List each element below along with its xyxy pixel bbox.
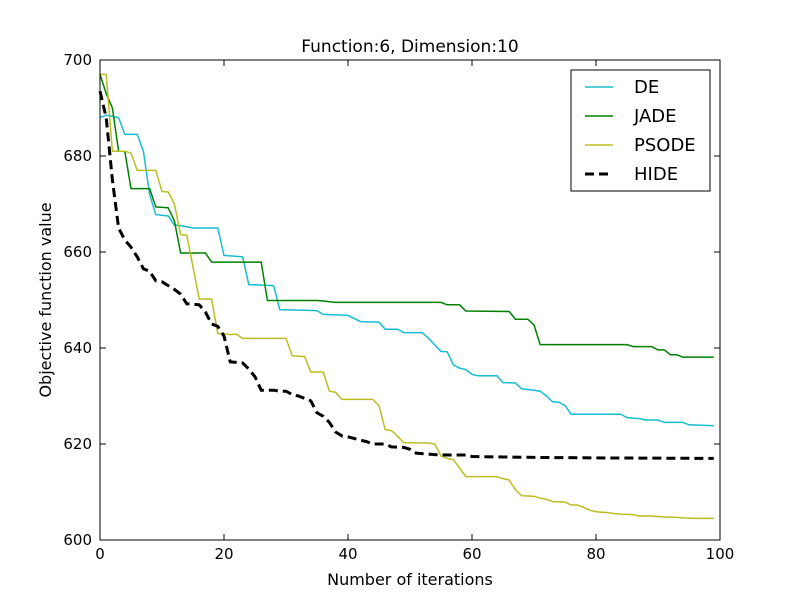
x-axis-label: Number of iterations bbox=[327, 570, 493, 589]
legend-label-psode: PSODE bbox=[634, 135, 696, 156]
x-tick-label: 20 bbox=[214, 545, 233, 563]
y-tick-label: 660 bbox=[63, 243, 92, 261]
x-tick-label: 100 bbox=[706, 545, 735, 563]
y-axis-label: Objective function value bbox=[36, 202, 55, 397]
x-tick-label: 80 bbox=[586, 545, 605, 563]
x-tick-label: 40 bbox=[338, 545, 357, 563]
series-line-de bbox=[99, 114, 714, 427]
legend-box bbox=[570, 69, 711, 192]
x-axis-ticks: 0 20 40 60 80 100 bbox=[95, 60, 734, 563]
y-axis-ticks: 600 620 640 660 680 700 bbox=[63, 51, 720, 549]
series-line-hide bbox=[98, 90, 714, 460]
series-line-psode bbox=[100, 73, 714, 520]
x-tick-label: 0 bbox=[95, 545, 105, 563]
y-tick-label: 680 bbox=[63, 147, 92, 165]
legend-label-hide: HIDE bbox=[634, 164, 678, 185]
series-line-jade bbox=[99, 74, 714, 358]
x-tick-label: 60 bbox=[462, 545, 481, 563]
y-tick-label: 620 bbox=[63, 435, 92, 453]
y-tick-label: 700 bbox=[63, 51, 92, 69]
chart-title: Function:6, Dimension:10 bbox=[301, 37, 518, 57]
legend-label-de: DE bbox=[634, 77, 659, 98]
legend: DE JADE PSODE HIDE bbox=[570, 69, 711, 192]
y-tick-label: 600 bbox=[63, 531, 92, 549]
plot-frame bbox=[99, 59, 721, 541]
y-tick-label: 640 bbox=[63, 339, 92, 357]
series-layer bbox=[98, 73, 714, 520]
legend-label-jade: JADE bbox=[633, 106, 677, 127]
